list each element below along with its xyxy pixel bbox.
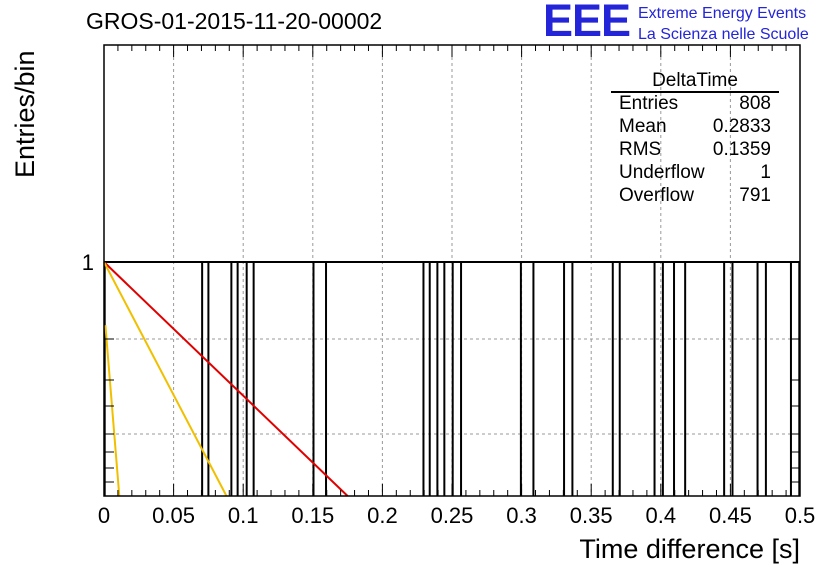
x-tick-label: 0 bbox=[98, 503, 110, 528]
stats-label: Mean bbox=[619, 116, 667, 137]
stats-box: DeltaTime Entries 808 Mean 0.2833 RMS 0.… bbox=[611, 70, 779, 210]
stats-label: RMS bbox=[619, 139, 662, 160]
x-tick-label: 0.5 bbox=[785, 503, 816, 528]
stats-row-rms: RMS 0.1359 bbox=[619, 139, 771, 162]
stats-label: Overflow bbox=[619, 185, 694, 206]
axis-ticks bbox=[103, 45, 801, 496]
stats-value: 808 bbox=[739, 93, 771, 114]
histogram-bins bbox=[103, 261, 801, 496]
x-tick-label: 0.15 bbox=[291, 503, 334, 528]
x-tick-label: 0.4 bbox=[646, 503, 677, 528]
stats-row-underflow: Underflow 1 bbox=[619, 162, 771, 185]
stats-title: DeltaTime bbox=[652, 70, 738, 91]
x-tick-label: 0.2 bbox=[367, 503, 398, 528]
x-tick-label: 0.35 bbox=[570, 503, 613, 528]
stats-label: Underflow bbox=[619, 162, 705, 183]
stats-row-entries: Entries 808 bbox=[619, 93, 771, 116]
x-tick-label: 0.25 bbox=[431, 503, 474, 528]
x-tick-label: 0.05 bbox=[152, 503, 195, 528]
x-tick-label: 0.3 bbox=[506, 503, 537, 528]
x-axis-label: Time difference [s] bbox=[579, 534, 800, 564]
fit-line bbox=[103, 261, 228, 497]
x-tick-label: 0.1 bbox=[228, 503, 259, 528]
stats-value: 791 bbox=[739, 185, 771, 206]
fit-line bbox=[104, 325, 121, 497]
stats-value: 0.2833 bbox=[712, 116, 771, 137]
logo-line-1: Extreme Energy Events bbox=[638, 5, 807, 22]
logo-mark: EEE bbox=[543, 0, 631, 46]
y-axis-label: Entries/bin bbox=[10, 50, 40, 178]
fit-curves bbox=[103, 261, 349, 497]
stats-label: Entries bbox=[619, 93, 679, 114]
eee-logo: EEE Extreme Energy Events La Scienza nel… bbox=[543, 0, 835, 46]
stats-row-mean: Mean 0.2833 bbox=[619, 116, 771, 139]
stats-divider bbox=[611, 91, 779, 93]
stats-value: 0.1359 bbox=[712, 139, 771, 160]
stats-value: 1 bbox=[760, 162, 771, 183]
x-tick-label: 0.45 bbox=[709, 503, 752, 528]
y-tick-label: 1 bbox=[82, 250, 94, 275]
stats-row-overflow: Overflow 791 bbox=[619, 185, 771, 208]
logo-line-2: La Scienza nelle Scuole bbox=[638, 26, 809, 43]
tick-labels: 0 0.05 0.1 0.15 0.2 0.25 0.3 0.35 0.4 0.45 0.5 1 bbox=[82, 250, 816, 528]
fit-line bbox=[103, 261, 349, 497]
chart-title: GROS-01-2015-11-20-00002 bbox=[86, 8, 383, 34]
